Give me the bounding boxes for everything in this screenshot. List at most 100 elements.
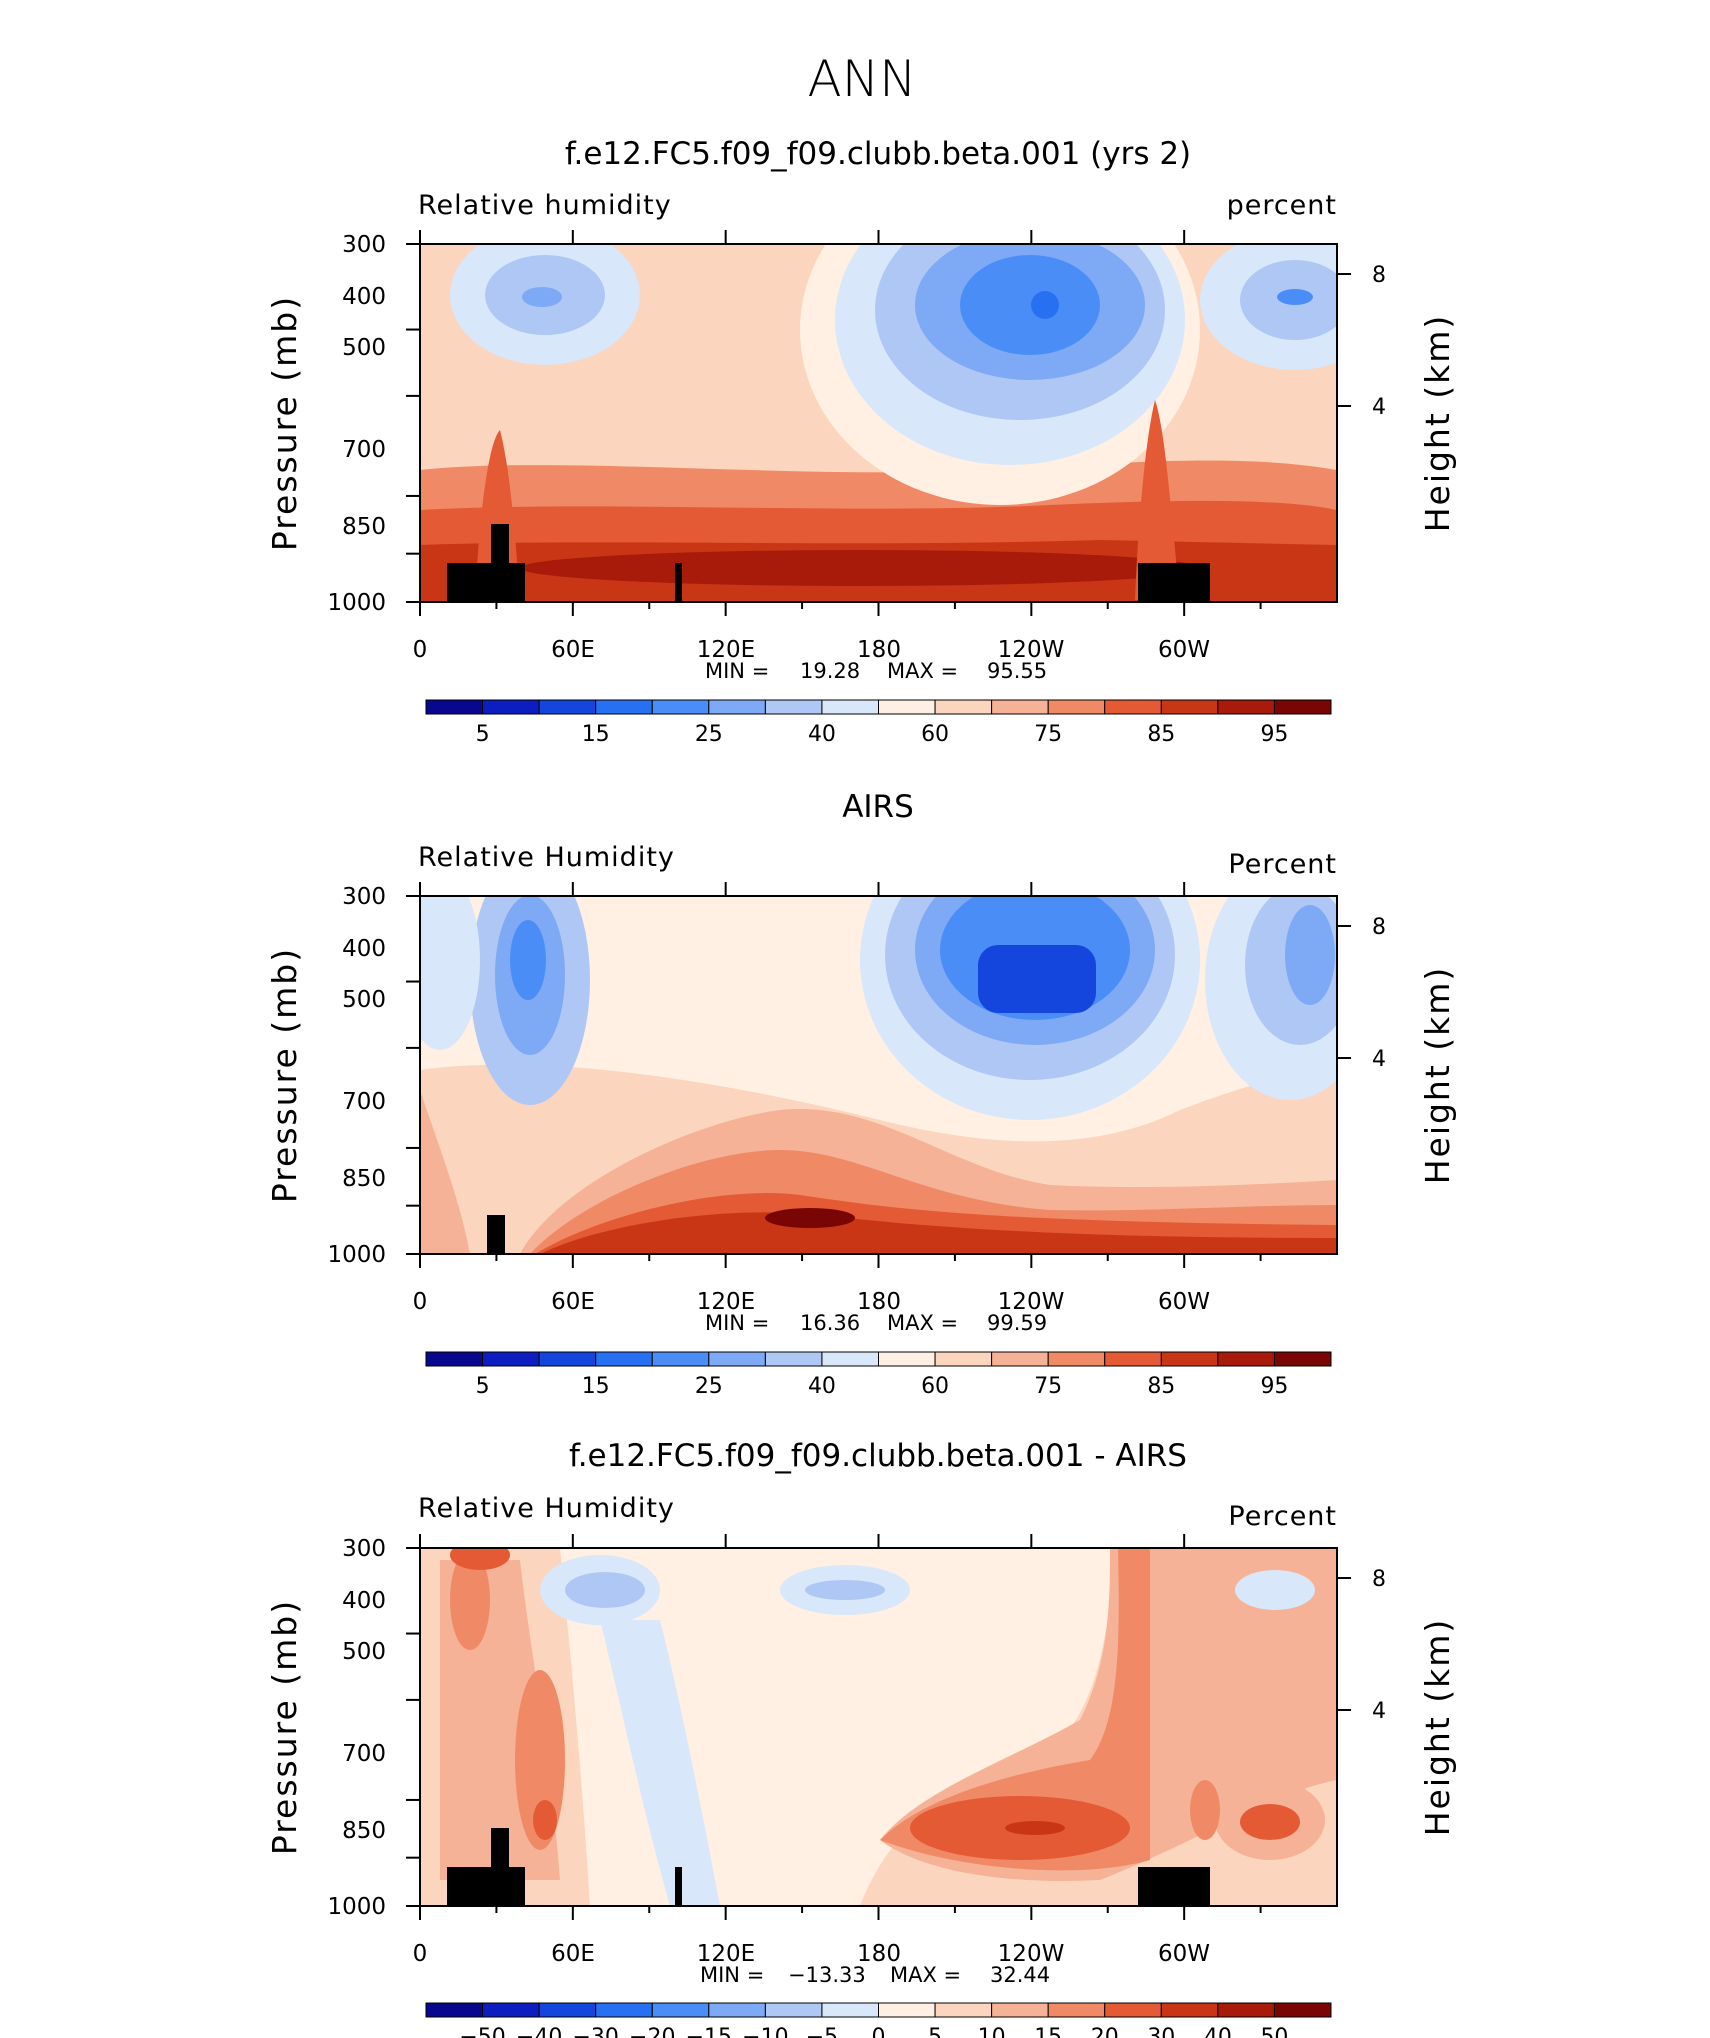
height-tick-label: 4 bbox=[1372, 395, 1386, 420]
colorbar-swatch bbox=[1217, 2002, 1275, 2018]
y-right-axis-title: Height (km) bbox=[1418, 314, 1457, 533]
contour-atlantic-dry-3 bbox=[1285, 905, 1335, 1005]
min-label: MIN = bbox=[705, 659, 769, 683]
y-tick-label: 1000 bbox=[327, 1242, 386, 1268]
y-axis-labels: 300 400 500 700 850 1000 bbox=[327, 1536, 386, 1920]
colorbar-swatch bbox=[595, 1351, 653, 1367]
units-label: Percent bbox=[1228, 1501, 1337, 1532]
x-tick-label: 120E bbox=[697, 1289, 755, 1315]
colorbar-swatch bbox=[1047, 1351, 1106, 1367]
x-tick-label: 180 bbox=[857, 1289, 901, 1315]
min-value: −13.33 bbox=[788, 1963, 866, 1987]
height-tick-label: 4 bbox=[1372, 1699, 1386, 1724]
colorbar-label: 10 bbox=[978, 2025, 1006, 2038]
contour-field bbox=[420, 1548, 1337, 1906]
colorbar-label: 40 bbox=[808, 722, 836, 747]
colorbar-swatch bbox=[764, 2002, 823, 2018]
contour-east-moist-max bbox=[1005, 1821, 1065, 1835]
colorbar-swatch bbox=[1104, 699, 1162, 715]
panel-difference: f.e12.FC5.f09_f09.clubb.beta.001 - AIRS … bbox=[265, 1438, 1457, 2038]
contour-west-moist-5 bbox=[533, 1800, 557, 1840]
colorbar-swatch bbox=[934, 2002, 993, 2018]
colorbar-swatch bbox=[1047, 699, 1106, 715]
colorbar-label: 0 bbox=[872, 2025, 886, 2038]
colorbar-swatch bbox=[1047, 2002, 1106, 2018]
colorbar-swatch bbox=[1160, 2002, 1219, 2018]
colorbar-swatch bbox=[708, 699, 766, 715]
height-tick-label: 8 bbox=[1372, 915, 1386, 940]
colorbar-swatch bbox=[651, 2002, 710, 2018]
colorbar-swatch bbox=[1160, 1351, 1219, 1367]
contour-surface-max bbox=[520, 550, 1200, 586]
colorbar-label: 20 bbox=[1091, 2025, 1119, 2038]
colorbar-swatch bbox=[425, 699, 484, 715]
panel-title: AIRS bbox=[842, 789, 914, 825]
colorbar-swatch bbox=[1104, 1351, 1162, 1367]
y-tick-label: 300 bbox=[342, 1536, 386, 1562]
colorbar-label: 40 bbox=[1204, 2025, 1232, 2038]
x-tick-label: 60W bbox=[1158, 1941, 1210, 1967]
contour-surface-max bbox=[765, 1208, 855, 1228]
contour-indian-dry-core bbox=[522, 287, 562, 307]
contour-field bbox=[420, 244, 1337, 602]
colorbar-label: 15 bbox=[582, 1374, 610, 1399]
units-label: percent bbox=[1227, 190, 1337, 221]
colorbar-swatch bbox=[878, 699, 936, 715]
x-tick-label: 120W bbox=[998, 1941, 1065, 1967]
colorbar-swatch bbox=[482, 1351, 540, 1367]
colorbar-swatch bbox=[482, 699, 540, 715]
panel-title: f.e12.FC5.f09_f09.clubb.beta.001 (yrs 2) bbox=[565, 136, 1191, 172]
y-tick-label: 850 bbox=[342, 1166, 386, 1192]
colorbar: 5 15 25 40 60 75 85 95 bbox=[425, 1351, 1332, 1399]
season-title: ANN bbox=[807, 50, 916, 108]
x-axis-labels: 0 60E 120E 180 120W 60W bbox=[413, 1289, 1210, 1315]
max-value: 99.59 bbox=[987, 1311, 1047, 1335]
x-tick-label: 60E bbox=[551, 1289, 595, 1315]
colorbar-swatch bbox=[821, 2002, 879, 2018]
colorbar-swatch bbox=[878, 1351, 936, 1367]
y-tick-label: 500 bbox=[342, 335, 386, 361]
contour-atlantic-dry-core bbox=[1277, 289, 1313, 305]
min-value: 16.36 bbox=[800, 1311, 860, 1335]
colorbar-label: 25 bbox=[695, 722, 723, 747]
topography-mask bbox=[487, 1215, 505, 1254]
y-axis-labels: 300 400 500 700 850 1000 bbox=[327, 884, 386, 1268]
min-label: MIN = bbox=[700, 1963, 764, 1987]
contour-west-dry bbox=[420, 896, 480, 1050]
panel-title: f.e12.FC5.f09_f09.clubb.beta.001 - AIRS bbox=[569, 1438, 1187, 1474]
y-tick-label: 500 bbox=[342, 1639, 386, 1665]
min-max-stats: MIN = 19.28 MAX = 95.55 bbox=[705, 659, 1047, 683]
contour-central-dry-strip bbox=[600, 1620, 720, 1906]
contour-surface-band bbox=[540, 1212, 1337, 1254]
variable-label: Relative Humidity bbox=[418, 1493, 675, 1524]
panel-observation: AIRS Relative Humidity Percent bbox=[265, 789, 1457, 1399]
colorbar-swatch bbox=[1104, 2002, 1162, 2018]
y-tick-label: 500 bbox=[342, 987, 386, 1013]
y-axis-title: Pressure (mb) bbox=[265, 947, 304, 1203]
colorbar-label: −10 bbox=[742, 2025, 788, 2038]
colorbar-swatch bbox=[934, 1351, 993, 1367]
colorbar-swatch bbox=[595, 2002, 653, 2018]
y-axis-labels: 300 400 500 700 850 1000 bbox=[327, 232, 386, 616]
contour-pacific-dry-2 bbox=[805, 1580, 885, 1600]
min-label: MIN = bbox=[705, 1311, 769, 1335]
contour-top-moist bbox=[450, 1548, 510, 1570]
colorbar-label: 15 bbox=[582, 722, 610, 747]
colorbar-swatch bbox=[764, 1351, 823, 1367]
x-tick-label: 120E bbox=[697, 1941, 755, 1967]
y-right-axis-title: Height (km) bbox=[1418, 1618, 1457, 1837]
colorbar-swatch bbox=[482, 2002, 540, 2018]
contour-east-moist-3 bbox=[880, 1548, 1150, 1871]
y-axis-title: Pressure (mb) bbox=[265, 1599, 304, 1855]
colorbar-swatch bbox=[1217, 1351, 1275, 1367]
colorbar-swatch bbox=[425, 1351, 484, 1367]
height-tick-label: 4 bbox=[1372, 1047, 1386, 1072]
y-tick-label: 1000 bbox=[327, 590, 386, 616]
x-tick-label: 180 bbox=[857, 1941, 901, 1967]
colorbar-swatch bbox=[538, 699, 597, 715]
y-tick-label: 700 bbox=[342, 1089, 386, 1115]
x-tick-label: 60E bbox=[551, 637, 595, 663]
y-tick-label: 1000 bbox=[327, 1894, 386, 1920]
height-tick-label: 8 bbox=[1372, 263, 1386, 288]
